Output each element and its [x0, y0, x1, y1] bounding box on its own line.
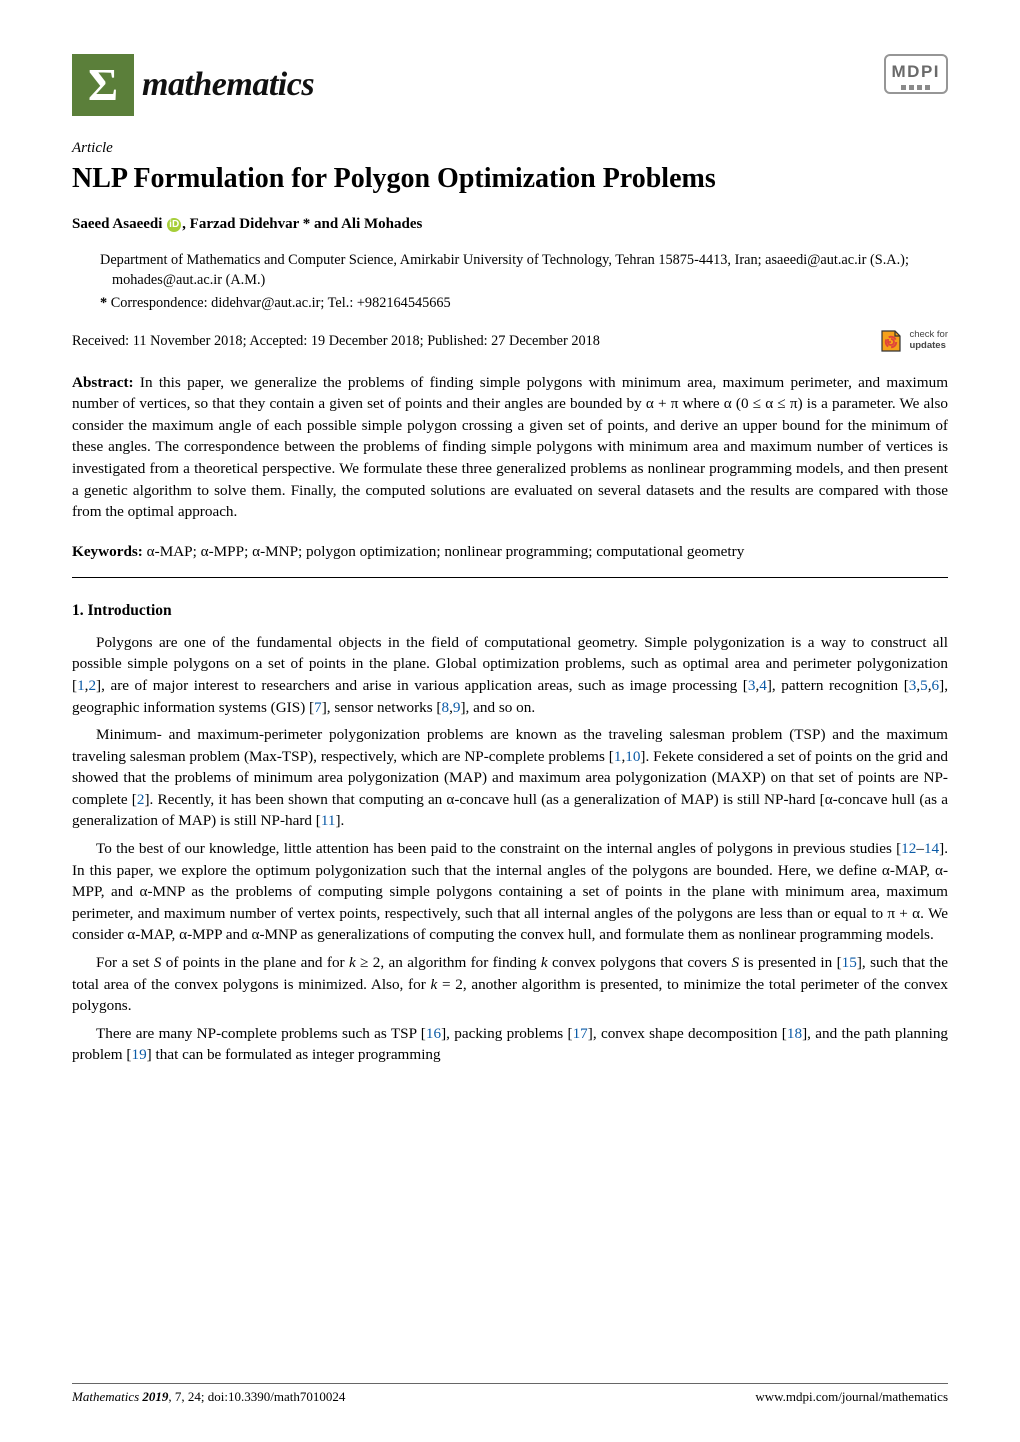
p3-dash: –: [916, 840, 924, 857]
affiliation-block: Department of Mathematics and Computer S…: [100, 250, 948, 314]
affiliation-text: Department of Mathematics and Computer S…: [100, 250, 948, 291]
footer-journal: Mathematics: [72, 1389, 142, 1404]
intro-para-1: Polygons are one of the fundamental obje…: [72, 632, 948, 718]
publisher-logo-text: MDPI: [892, 60, 941, 84]
ref-7[interactable]: 7: [314, 699, 322, 716]
section-divider: [72, 577, 948, 578]
intro-para-2: Minimum- and maximum-perimeter polygoniz…: [72, 724, 948, 832]
footer-doi: , 7, 24; doi:10.3390/math7010024: [168, 1389, 345, 1404]
journal-name: mathematics: [142, 61, 314, 109]
orcid-icon[interactable]: iD: [167, 218, 181, 232]
footer-right[interactable]: www.mdpi.com/journal/mathematics: [755, 1388, 948, 1406]
ref-19[interactable]: 19: [131, 1046, 146, 1063]
keywords-text: α-MAP; α-MPP; α-MNP; polygon optimizatio…: [147, 543, 745, 560]
publisher-logo-dots: [901, 85, 930, 90]
keywords-label: Keywords:: [72, 543, 143, 560]
abstract: Abstract: In this paper, we generalize t…: [72, 372, 948, 523]
ref-5[interactable]: 5: [920, 677, 928, 694]
check-for-updates[interactable]: check for updates: [878, 328, 948, 354]
journal-logo-icon: Σ: [72, 54, 134, 116]
check-updates-l2: updates: [909, 340, 945, 351]
received-accepted-published: Received: 11 November 2018; Accepted: 19…: [72, 331, 600, 351]
footer-left: Mathematics 2019, 7, 24; doi:10.3390/mat…: [72, 1388, 345, 1406]
ref-6[interactable]: 6: [932, 677, 940, 694]
p4-t1: For a set S of points in the plane and f…: [96, 954, 842, 971]
p1-t6: ], and so on.: [460, 699, 535, 716]
p3-t1: To the best of our knowledge, little att…: [96, 840, 901, 857]
p5-t5: ] that can be formulated as integer prog…: [147, 1046, 441, 1063]
page-header: Σ mathematics MDPI: [72, 54, 948, 116]
footer-year: 2019: [142, 1389, 168, 1404]
ref-11[interactable]: 11: [321, 812, 336, 829]
ref-10[interactable]: 10: [625, 748, 640, 765]
p1-t3: ], pattern recognition [: [767, 677, 909, 694]
check-updates-icon: [878, 328, 904, 354]
ref-12[interactable]: 12: [901, 840, 916, 857]
intro-para-5: There are many NP-complete problems such…: [72, 1023, 948, 1066]
ref-16[interactable]: 16: [426, 1025, 441, 1042]
ref-18[interactable]: 18: [787, 1025, 802, 1042]
ref-1[interactable]: 1: [77, 677, 85, 694]
check-updates-label: check for updates: [909, 330, 948, 351]
ref-14[interactable]: 14: [924, 840, 939, 857]
author-1: Saeed Asaeedi: [72, 216, 166, 232]
p2-t3: ]. Recently, it has been shown that comp…: [144, 791, 824, 808]
ref-8[interactable]: 8: [442, 699, 450, 716]
author-rest: , Farzad Didehvar * and Ali Mohades: [182, 216, 422, 232]
intro-para-3: To the best of our knowledge, little att…: [72, 838, 948, 946]
page-footer: Mathematics 2019, 7, 24; doi:10.3390/mat…: [72, 1383, 948, 1406]
correspondence-text: Correspondence: didehvar@aut.ac.ir; Tel.…: [111, 295, 451, 311]
p2-t4: ].: [335, 812, 344, 829]
sigma-glyph: Σ: [88, 52, 118, 117]
p5-t3: ], convex shape decomposition [: [588, 1025, 787, 1042]
ref-17[interactable]: 17: [573, 1025, 588, 1042]
p5-t2: ], packing problems [: [441, 1025, 573, 1042]
keywords: Keywords: α-MAP; α-MPP; α-MNP; polygon o…: [72, 541, 948, 563]
abstract-label: Abstract:: [72, 374, 134, 391]
p2-alpha: α: [825, 791, 833, 808]
ref-2[interactable]: 2: [88, 677, 96, 694]
p5-t1: There are many NP-complete problems such…: [96, 1025, 426, 1042]
article-type: Article: [72, 138, 948, 159]
abstract-text: In this paper, we generalize the problem…: [72, 374, 948, 520]
p1-t2: ], are of major interest to researchers …: [96, 677, 748, 694]
intro-para-4: For a set S of points in the plane and f…: [72, 952, 948, 1017]
section-1-heading: 1. Introduction: [72, 600, 948, 622]
publisher-logo: MDPI: [884, 54, 949, 94]
dates-row: Received: 11 November 2018; Accepted: 19…: [72, 328, 948, 354]
article-title: NLP Formulation for Polygon Optimization…: [72, 161, 948, 196]
correspondence: * Correspondence: didehvar@aut.ac.ir; Te…: [100, 293, 948, 314]
corr-star: *: [100, 295, 107, 311]
ref-15[interactable]: 15: [842, 954, 857, 971]
p1-t5: ], sensor networks [: [322, 699, 442, 716]
journal-logo-block: Σ mathematics: [72, 54, 314, 116]
ref-4[interactable]: 4: [759, 677, 767, 694]
authors-line: Saeed Asaeedi iD, Farzad Didehvar * and …: [72, 214, 948, 235]
